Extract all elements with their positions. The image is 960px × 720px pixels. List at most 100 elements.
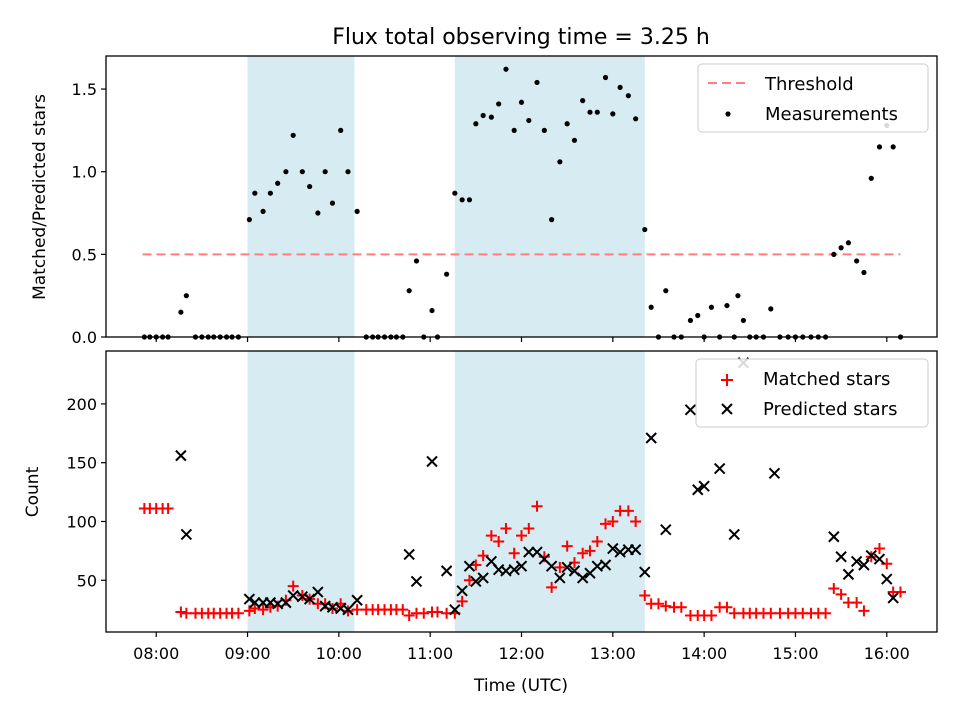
measurement-point <box>534 79 540 86</box>
predicted-star-point <box>296 591 309 603</box>
top-observing-windows <box>247 56 645 337</box>
predicted-star-point <box>614 546 626 558</box>
matched-star-point <box>561 540 573 552</box>
measurement-point <box>724 302 730 309</box>
bottom-y-tick-label: 200 <box>66 395 97 414</box>
predicted-star-point <box>599 559 612 571</box>
measurement-point <box>345 169 351 175</box>
predicted-star-point <box>835 551 847 563</box>
predicted-star-point <box>660 524 672 536</box>
measurement-point <box>183 293 189 299</box>
predicted-star-point <box>243 593 256 605</box>
legend-matched-swatch <box>721 374 733 386</box>
measurement-point <box>413 258 420 264</box>
matched-star-point <box>493 535 505 547</box>
measurement-point <box>564 121 570 127</box>
predicted-star-point <box>639 566 651 578</box>
measurement-point <box>473 121 479 127</box>
measurement-point <box>496 101 502 107</box>
top-x-ticks <box>155 337 888 342</box>
measurement-point <box>466 197 473 203</box>
top-y-ticks: 0.0 0.5 1.0 1.5 <box>72 80 106 347</box>
x-tick-label: 11:00 <box>407 644 453 663</box>
observing-window-1 <box>247 56 355 337</box>
matched-star-point <box>162 503 174 515</box>
measurement-point <box>260 208 266 214</box>
matched-star-point <box>577 547 589 559</box>
top-y-tick-label: 0.5 <box>72 245 97 264</box>
measurement-point <box>459 197 465 203</box>
measurement-point <box>275 180 281 186</box>
x-tick-label: 15:00 <box>772 644 818 663</box>
observing-window-1 <box>247 351 355 632</box>
matched-star-point <box>835 588 847 600</box>
matched-star-point <box>508 547 520 559</box>
predicted-star-point <box>545 560 558 572</box>
measurement-point <box>541 127 547 133</box>
predicted-star-point <box>342 603 354 616</box>
predicted-star-point <box>554 572 566 584</box>
predicted-star-point <box>180 528 193 541</box>
measurement-point <box>735 293 741 299</box>
predicted-star-point <box>287 589 299 602</box>
measurement-point <box>845 240 852 246</box>
matched-star-point <box>546 581 558 593</box>
matched-star-point <box>630 515 642 527</box>
predicted-star-point <box>175 449 187 462</box>
matched-star-point <box>622 505 634 517</box>
predicted-star-point <box>470 575 482 588</box>
predicted-star-point <box>515 560 528 572</box>
matched-star-point <box>175 606 187 618</box>
matched-star-point <box>721 601 733 613</box>
measurement-point <box>854 258 860 264</box>
bottom-legend: Matched stars Predicted stars <box>695 358 929 428</box>
x-axis-label: Time (UTC) <box>473 676 568 696</box>
predicted-star-point <box>523 546 535 558</box>
measurement-point <box>444 271 450 277</box>
matched-star-point <box>652 598 664 610</box>
measurement-point <box>861 269 867 276</box>
matched-star-point <box>431 606 443 618</box>
measurement-point <box>480 112 486 119</box>
measurement-point <box>246 217 252 223</box>
measurement-point <box>687 317 694 324</box>
measurement-point <box>625 93 631 99</box>
bottom-y-tick-label: 100 <box>66 512 97 531</box>
matched-star-point <box>232 607 244 619</box>
matched-star-point <box>243 605 255 617</box>
measurement-point <box>267 190 273 196</box>
measurement-point <box>648 304 654 310</box>
legend-measurements-swatch <box>725 111 731 117</box>
chart-title: Flux total observing time = 3.25 h <box>332 25 710 50</box>
predicted-star-point <box>728 528 740 541</box>
matched-star-point <box>516 530 527 542</box>
measurement-point <box>602 74 609 81</box>
top-legend-box <box>697 63 929 133</box>
predicted-star-point <box>561 561 573 574</box>
matched-star-point <box>820 607 832 619</box>
measurement-point <box>890 144 896 150</box>
predicted-star-point <box>713 462 726 475</box>
matched-star-point <box>418 607 430 619</box>
predicted-star-point <box>645 432 657 444</box>
measurement-point <box>663 288 669 294</box>
observing-window-2 <box>454 351 645 632</box>
predicted-star-point <box>456 585 468 597</box>
measurement-point <box>283 169 289 175</box>
predicted-stars-series <box>175 357 899 616</box>
measurement-point <box>452 190 458 196</box>
predicted-star-point <box>426 455 438 468</box>
predicted-star-point <box>768 467 781 479</box>
predicted-star-point <box>440 565 453 577</box>
x-tick-label: 08:00 <box>133 644 179 663</box>
predicted-star-point <box>850 555 863 568</box>
predicted-star-point <box>249 596 261 609</box>
matched-star-point <box>894 586 906 598</box>
predicted-star-point <box>865 549 877 562</box>
predicted-star-point <box>684 404 697 416</box>
legend-predicted-label: Predicted stars <box>763 399 897 420</box>
measurement-point <box>740 317 747 324</box>
matched-star-point <box>523 523 535 535</box>
measurement-point <box>503 66 509 72</box>
predicted-star-point <box>692 484 704 496</box>
